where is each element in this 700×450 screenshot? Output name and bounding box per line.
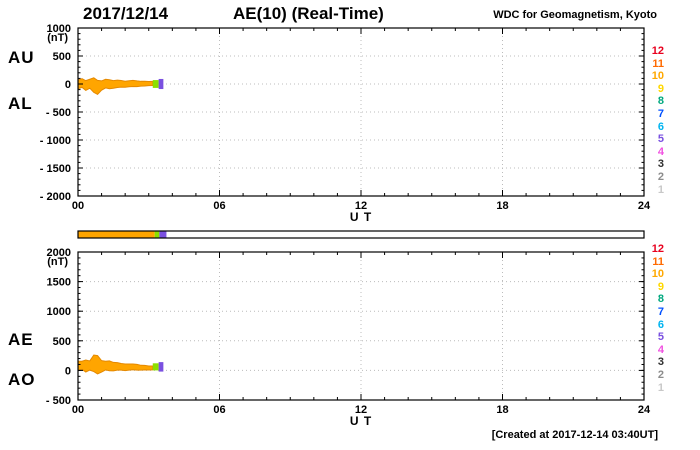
station-count-3: 3	[657, 158, 664, 171]
ae-ao-ytick: 0	[65, 365, 71, 377]
au-al-ytick: 0	[65, 79, 71, 91]
label-ae: AE	[8, 330, 34, 349]
station-count-12: 12	[651, 243, 664, 255]
status-segment-0	[78, 231, 155, 238]
station-count-8: 8	[657, 293, 664, 306]
au-al-xtick: 24	[638, 200, 651, 212]
ae-ao-ytick: 1000	[47, 306, 71, 318]
au-al-xtick: 12	[355, 200, 367, 212]
station-count-5: 5	[657, 331, 664, 344]
station-count-3: 3	[657, 356, 664, 369]
au-al-ytick: - 2000	[40, 191, 71, 203]
data-source-label: WDC for Geomagnetism, Kyoto	[493, 9, 657, 21]
station-count-6: 6	[657, 120, 664, 133]
plot-date: 2017/12/14	[83, 4, 169, 23]
ae-ao-xtick: 06	[213, 404, 225, 416]
au-al-xtick: 00	[72, 200, 84, 212]
station-count-6: 6	[657, 318, 664, 331]
station-count-11: 11	[652, 57, 664, 70]
station-count-11: 11	[652, 255, 664, 268]
ae-ao-ytick: 2000	[47, 247, 71, 259]
au-al-ytick: - 1000	[40, 135, 71, 147]
ae-ao-ytick: 500	[53, 336, 71, 348]
ae-ao-xtick: 12	[355, 404, 367, 416]
au-al-xtick: 18	[496, 200, 508, 212]
station-count-2: 2	[657, 170, 664, 183]
station-count-legend-bottom: 12 11 10 9 8 7 6 5 4 3 2 1	[652, 243, 664, 394]
station-count-10: 10	[651, 70, 664, 83]
au-al-ytick: 500	[53, 51, 71, 63]
unit-label-top: (nT)	[47, 32, 68, 44]
station-count-5: 5	[657, 133, 664, 146]
au-al-ytick: - 1500	[40, 163, 71, 175]
status-segment-2	[159, 231, 167, 238]
ae-ao-trace	[77, 354, 154, 375]
station-count-9: 9	[657, 280, 664, 293]
station-count-8: 8	[657, 95, 664, 108]
station-count-12: 12	[651, 45, 664, 57]
station-status-bar	[77, 230, 645, 239]
station-count-legend-top: 12 11 10 9 8 7 6 5 4 3 2 1	[652, 45, 664, 196]
ae-ao-end-marker-1	[158, 362, 164, 372]
unit-label-bottom: (nT)	[47, 256, 68, 268]
ae-ao-xtick: 00	[72, 404, 84, 416]
au-al-xaxis-label: U T	[350, 210, 372, 224]
ae-ao-xtick: 24	[638, 404, 651, 416]
ae-ao-ytick: 1500	[47, 277, 71, 289]
plot-title: AE(10) (Real-Time)	[233, 4, 384, 23]
au-al-ytick: 1000	[47, 23, 71, 35]
status-segment-1	[154, 231, 160, 238]
station-count-1: 1	[657, 381, 664, 394]
label-al: AL	[8, 94, 33, 113]
station-count-4: 4	[657, 343, 664, 356]
au-al-end-marker-1	[158, 78, 164, 90]
station-count-1: 1	[657, 183, 664, 196]
station-count-10: 10	[651, 268, 664, 281]
ae-ao-xaxis-label: U T	[350, 414, 372, 428]
ae-ao-end-marker-0	[152, 363, 159, 371]
label-ao: AO	[8, 370, 36, 389]
ae-ao-ytick: - 500	[46, 395, 71, 407]
station-count-7: 7	[657, 305, 664, 318]
station-count-7: 7	[657, 107, 664, 120]
created-timestamp: [Created at 2017-12-14 03:40UT]	[491, 429, 658, 441]
au-al-trace	[77, 77, 154, 95]
station-count-2: 2	[657, 368, 664, 381]
ae-ao-xtick: 18	[496, 404, 508, 416]
au-al-end-marker-0	[152, 80, 159, 88]
label-au: AU	[8, 48, 35, 67]
station-count-4: 4	[657, 145, 664, 158]
au-al-ytick: - 500	[46, 107, 71, 119]
au-al-xtick: 06	[213, 200, 225, 212]
station-count-9: 9	[657, 82, 664, 95]
